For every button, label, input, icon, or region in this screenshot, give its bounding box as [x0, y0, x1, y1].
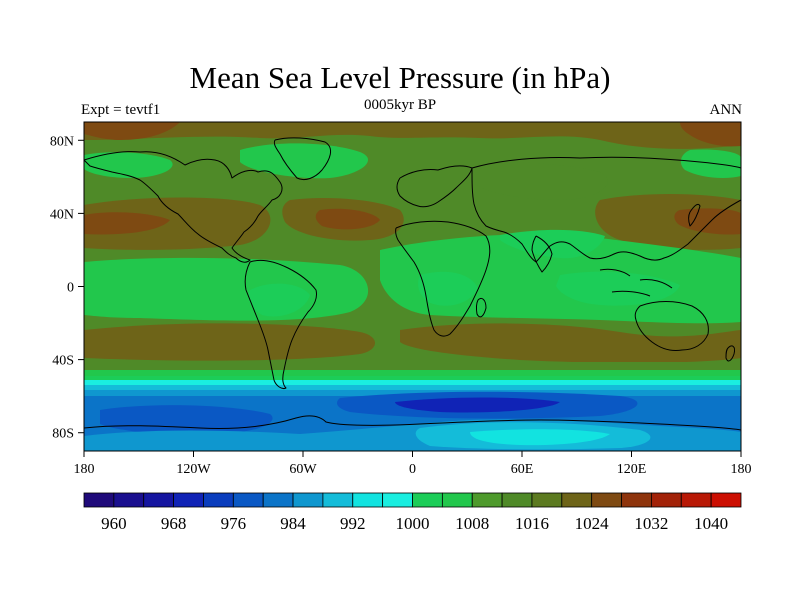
colorbar-swatch [143, 492, 174, 508]
pressure-field [84, 122, 741, 451]
colorbar-swatch [710, 492, 742, 508]
colorbar-label: 984 [280, 514, 306, 533]
s-subtropical-high-w [84, 323, 375, 361]
colorbar-swatch [680, 492, 712, 508]
azores-high-core [315, 208, 380, 230]
south-american-low [248, 283, 310, 317]
colorbar-label: 1032 [634, 514, 668, 533]
colorbar-label: 1024 [575, 514, 610, 533]
x-tick-label: 0 [409, 462, 416, 477]
arctic-high-core-w [84, 122, 180, 140]
y-axis: 80N 40N 0 40S 80S [50, 134, 84, 442]
x-tick-label: 60E [511, 462, 534, 477]
y-tick-label: 0 [67, 281, 74, 296]
colorbar-swatch [322, 492, 354, 508]
maritime-continent-low [556, 271, 680, 306]
x-tick-label: 180 [731, 462, 752, 477]
colorbar-swatch [113, 492, 145, 508]
colorbar-swatch [292, 492, 324, 508]
colorbar-swatch [651, 492, 682, 508]
colorbar-label: 960 [101, 514, 127, 533]
n-pacific-high-e [595, 194, 741, 250]
y-tick-label: 40S [52, 354, 74, 369]
x-tick-label: 120E [617, 462, 647, 477]
x-tick-label: 180 [74, 462, 95, 477]
colorbar-swatch [232, 492, 264, 508]
band-988 [84, 390, 741, 396]
band-1008 [84, 370, 741, 376]
colorbar-label: 1008 [455, 514, 489, 533]
colorbar-label: 1040 [694, 514, 728, 533]
colorbar-swatch [561, 492, 593, 508]
s-subtropical-high-e [400, 323, 741, 363]
x-tick-label: 120W [176, 462, 211, 477]
season-label: ANN [709, 102, 743, 118]
aleutian-low-e [680, 149, 741, 178]
band-1000 [84, 380, 741, 385]
coastlines [84, 137, 741, 431]
colorbar-swatch [382, 492, 413, 508]
colorbar-label: 992 [340, 514, 366, 533]
colorbar-swatch [501, 492, 533, 508]
aleutian-low-w [84, 152, 173, 178]
colorbar-swatch [203, 492, 234, 508]
band-1016 [84, 362, 741, 370]
n-pacific-high-core-e [674, 208, 741, 235]
colorbar-swatch [621, 492, 652, 508]
circumpolar-low-core [395, 397, 560, 413]
colorbar-swatch [471, 492, 503, 508]
equatorial-trough-w [84, 257, 369, 321]
colorbar-swatch [83, 492, 115, 508]
colorbar-swatch [173, 492, 204, 508]
n-pacific-high-w [84, 197, 271, 250]
arctic-high-core-e [680, 122, 741, 147]
circumpolar-low-1 [100, 405, 273, 435]
n-pacific-high-core-w [84, 212, 170, 235]
colorbar-swatch [412, 492, 443, 508]
x-axis: 180 120W 60W 0 60E 120E 180 [74, 451, 752, 477]
colorbar-swatch [352, 492, 384, 508]
x-tick-label: 60W [289, 462, 317, 477]
y-tick-label: 40N [50, 207, 74, 222]
colorbar-label: 1016 [515, 514, 549, 533]
colorbar-label: 1000 [396, 514, 430, 533]
colorbar: 960 968 976 984 992 1000 1008 1016 1024 1032 1040 [83, 492, 742, 533]
y-tick-label: 80S [52, 427, 74, 442]
band-992 [84, 385, 741, 390]
icelandic-low [240, 143, 369, 179]
antarctic-high-core [470, 429, 610, 446]
arctic-high [84, 122, 741, 149]
experiment-label: Expt = tevtf1 [81, 102, 161, 118]
african-low [418, 271, 478, 306]
plot-subtitle: 0005kyr BP [363, 97, 437, 113]
plot-title: Mean Sea Level Pressure (in hPa) [189, 60, 611, 95]
colorbar-label: 976 [221, 514, 247, 533]
colorbar-swatch [531, 492, 563, 508]
colorbar-swatch [262, 492, 294, 508]
band-1004 [84, 376, 741, 380]
siberian-high [470, 162, 608, 200]
colorbar-swatch [591, 492, 622, 508]
y-tick-label: 80N [50, 134, 74, 149]
colorbar-swatch [441, 492, 473, 508]
colorbar-label: 968 [161, 514, 187, 533]
